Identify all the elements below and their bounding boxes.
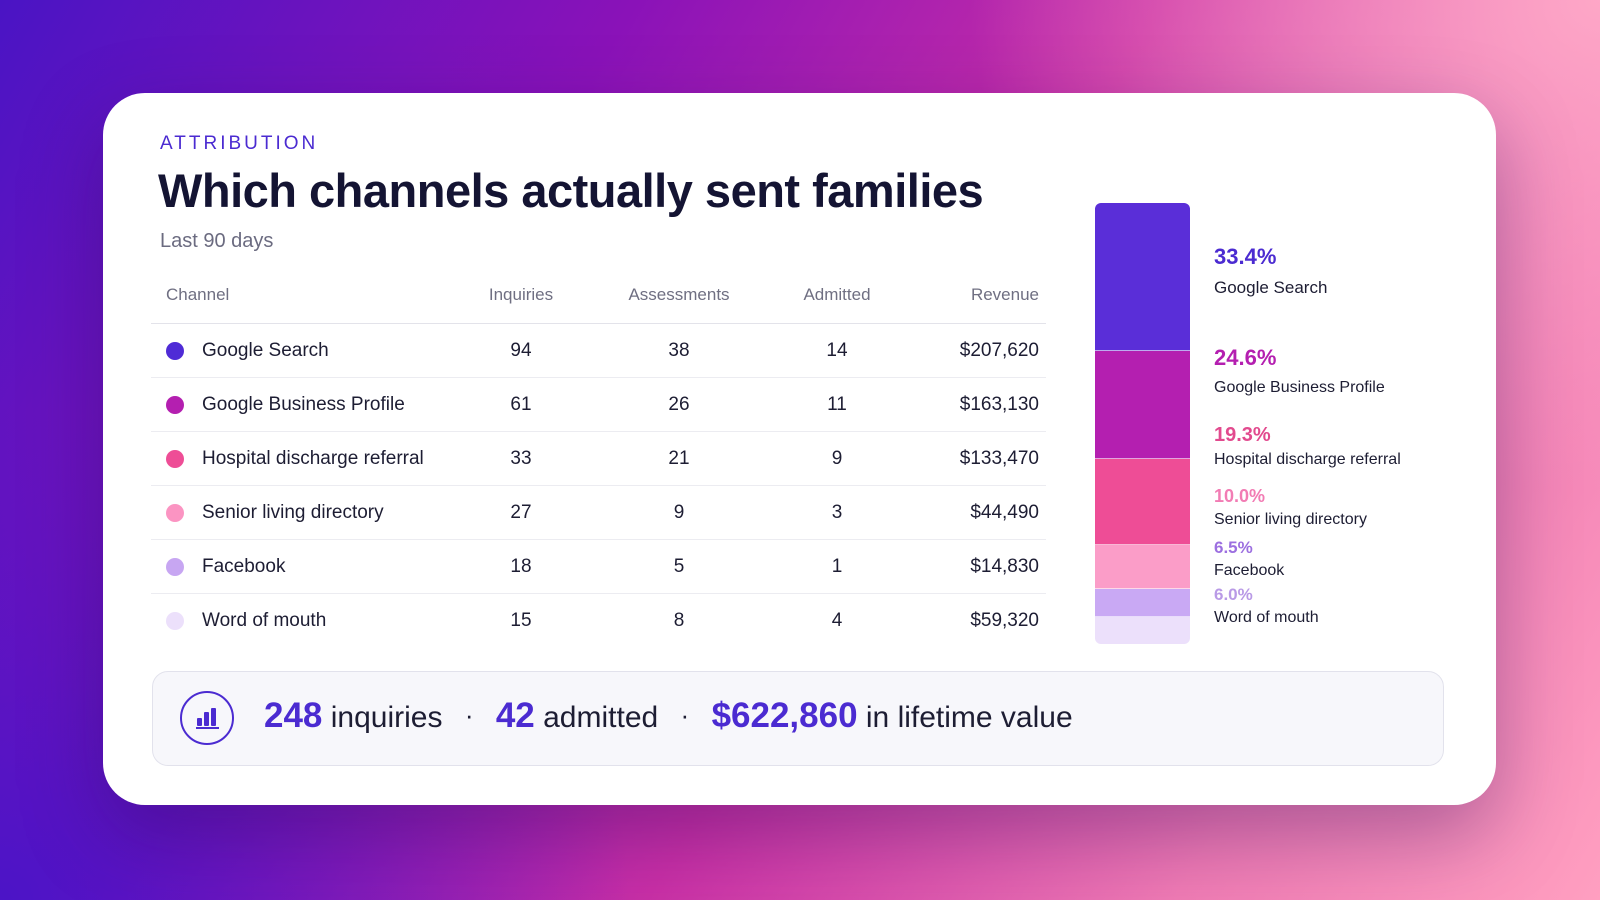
share-segment	[1095, 617, 1190, 644]
share-segment	[1095, 588, 1190, 618]
revenue-cell: $14,830	[970, 556, 1039, 577]
total-inquiries-label: inquiries	[330, 701, 443, 734]
admitted-cell: 11	[827, 394, 847, 415]
admitted-cell: 1	[831, 556, 843, 577]
share-label: Hospital discharge referral	[1214, 451, 1401, 468]
inquiries-cell: 33	[510, 448, 532, 469]
assessments-cell: 9	[673, 502, 685, 523]
separator: ·	[680, 700, 690, 730]
channel-color-dot	[166, 612, 184, 630]
share-legend-item: 10.0% Senior living directory	[1214, 486, 1367, 529]
channel-name: Google Search	[202, 340, 329, 361]
table-row[interactable]: Google Search 94 38 14 $207,620	[151, 324, 1046, 378]
share-legend-item: 24.6% Google Business Profile	[1214, 345, 1385, 397]
date-range-label: Last 90 days	[160, 230, 274, 252]
inquiries-cell: 15	[510, 610, 532, 631]
channel-name: Facebook	[202, 556, 286, 577]
channel-name: Hospital discharge referral	[202, 448, 424, 469]
share-segment	[1095, 544, 1190, 589]
share-percent: 10.0%	[1214, 486, 1266, 506]
share-legend-item: 19.3% Hospital discharge referral	[1214, 424, 1401, 469]
share-segment	[1095, 350, 1190, 460]
share-percent: 6.5%	[1214, 538, 1253, 557]
bar-chart-icon	[180, 691, 234, 745]
revenue-cell: $207,620	[959, 340, 1039, 361]
revenue-cell: $44,490	[970, 502, 1039, 523]
lifetime-value-label: in lifetime value	[865, 701, 1073, 734]
summary-text: 248 inquiries · 42 admitted · $622,860 i…	[264, 696, 1073, 736]
share-label: Google Search	[1214, 278, 1328, 297]
channel-color-dot	[166, 504, 184, 522]
share-label: Facebook	[1214, 562, 1285, 579]
revenue-cell: $59,320	[970, 610, 1039, 631]
table-row[interactable]: Hospital discharge referral 33 21 9 $133…	[151, 432, 1046, 486]
table-header: Channel Inquiries Assessments Admitted R…	[151, 268, 1046, 324]
channel-name: Senior living directory	[202, 502, 384, 523]
channel-table: Channel Inquiries Assessments Admitted R…	[151, 268, 1046, 647]
channel-color-dot	[166, 396, 184, 414]
share-percent: 19.3%	[1214, 424, 1271, 446]
assessments-cell: 21	[668, 448, 690, 469]
admitted-cell: 3	[831, 502, 843, 523]
share-legend-item: 6.0% Word of mouth	[1214, 585, 1319, 627]
table-row[interactable]: Word of mouth 15 8 4 $59,320	[151, 594, 1046, 647]
assessments-cell: 38	[668, 340, 690, 361]
revenue-cell: $163,130	[959, 394, 1039, 415]
revenue-cell: $133,470	[959, 448, 1039, 469]
share-percent: 24.6%	[1214, 345, 1277, 370]
column-header-revenue[interactable]: Revenue	[970, 285, 1039, 304]
page-title: Which channels actually sent families	[158, 164, 984, 217]
channel-color-dot	[166, 558, 184, 576]
share-stacked-bar	[1095, 203, 1190, 644]
column-header-assessments[interactable]: Assessments	[628, 285, 730, 304]
admitted-cell: 4	[831, 610, 843, 631]
inquiries-cell: 61	[510, 394, 532, 415]
table-row[interactable]: Senior living directory 27 9 3 $44,490	[151, 486, 1046, 540]
share-label: Google Business Profile	[1214, 379, 1385, 396]
share-percent: 6.0%	[1214, 585, 1253, 604]
attribution-card: ATTRIBUTION Which channels actually sent…	[103, 93, 1496, 805]
share-label: Senior living directory	[1214, 511, 1367, 528]
table-row[interactable]: Facebook 18 5 1 $14,830	[151, 540, 1046, 594]
share-legend-item: 6.5% Facebook	[1214, 538, 1284, 580]
admitted-cell: 9	[831, 448, 843, 469]
total-admitted-label: admitted	[543, 701, 659, 734]
assessments-cell: 8	[673, 610, 685, 631]
channel-name: Word of mouth	[202, 610, 327, 631]
share-percent: 33.4%	[1214, 244, 1277, 269]
column-header-admitted[interactable]: Admitted	[803, 285, 871, 304]
total-admitted-value: 42	[495, 696, 535, 735]
channel-color-dot	[166, 342, 184, 360]
column-header-channel[interactable]: Channel	[166, 285, 230, 304]
total-inquiries-value: 248	[264, 696, 323, 735]
share-legend-item: 33.4% Google Search	[1214, 244, 1327, 298]
share-segment	[1095, 459, 1190, 545]
separator: ·	[464, 700, 474, 730]
summary-banner: 248 inquiries · 42 admitted · $622,860 i…	[152, 671, 1444, 766]
inquiries-cell: 94	[510, 340, 532, 361]
admitted-cell: 14	[826, 340, 848, 361]
channel-color-dot	[166, 450, 184, 468]
share-segment	[1095, 203, 1190, 351]
lifetime-value-amount: $622,860	[711, 696, 858, 735]
section-eyebrow: ATTRIBUTION	[160, 133, 319, 154]
inquiries-cell: 27	[510, 502, 532, 523]
assessments-cell: 26	[668, 394, 690, 415]
channel-name: Google Business Profile	[202, 394, 405, 415]
share-label: Word of mouth	[1214, 609, 1319, 626]
assessments-cell: 5	[673, 556, 685, 577]
table-row[interactable]: Google Business Profile 61 26 11 $163,13…	[151, 378, 1046, 432]
column-header-inquiries[interactable]: Inquiries	[488, 285, 554, 304]
inquiries-cell: 18	[510, 556, 532, 577]
